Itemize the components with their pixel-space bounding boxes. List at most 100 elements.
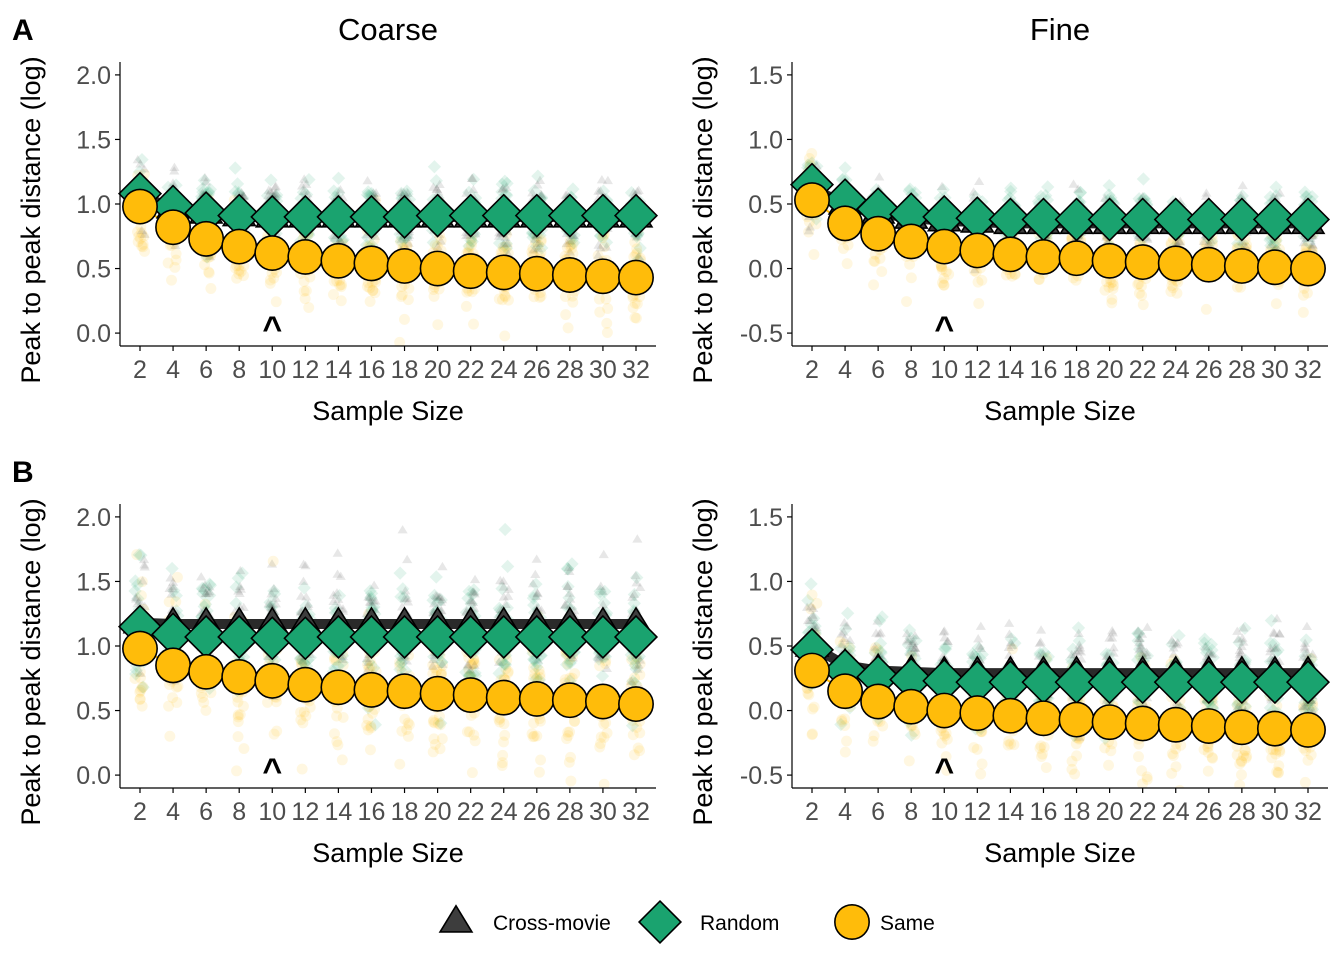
raw-point bbox=[1307, 239, 1318, 248]
raw-point bbox=[1004, 632, 1019, 646]
raw-point bbox=[393, 566, 407, 580]
raw-point bbox=[394, 758, 406, 770]
raw-point bbox=[363, 657, 374, 666]
raw-point bbox=[598, 584, 612, 599]
raw-point bbox=[1101, 276, 1113, 288]
raw-point bbox=[401, 239, 413, 251]
raw-point bbox=[595, 669, 610, 683]
raw-point bbox=[295, 591, 307, 600]
raw-point bbox=[129, 663, 144, 677]
raw-point bbox=[169, 178, 183, 192]
raw-point bbox=[399, 713, 411, 725]
raw-point bbox=[335, 295, 347, 307]
raw-point bbox=[1135, 280, 1147, 292]
x-tick-label: 18 bbox=[391, 356, 419, 384]
raw-point bbox=[268, 728, 280, 740]
raw-point bbox=[203, 267, 215, 279]
raw-point bbox=[873, 636, 888, 651]
raw-point bbox=[876, 266, 888, 278]
raw-point bbox=[905, 644, 919, 658]
raw-point bbox=[502, 238, 513, 247]
raw-point bbox=[366, 660, 378, 672]
raw-point bbox=[332, 588, 347, 603]
raw-point bbox=[398, 187, 410, 196]
raw-point bbox=[362, 655, 376, 669]
raw-point bbox=[1099, 742, 1111, 754]
raw-point bbox=[1236, 190, 1247, 200]
raw-point bbox=[1305, 749, 1317, 761]
raw-point bbox=[530, 656, 544, 671]
raw-point bbox=[806, 589, 818, 601]
raw-point bbox=[139, 560, 150, 569]
raw-point bbox=[234, 581, 246, 591]
mean-point bbox=[1190, 246, 1227, 283]
raw-point bbox=[498, 736, 510, 748]
raw-point bbox=[968, 742, 980, 754]
raw-point bbox=[943, 268, 955, 280]
raw-point bbox=[170, 596, 182, 608]
raw-point bbox=[565, 239, 577, 251]
raw-point bbox=[498, 582, 509, 591]
mean-point bbox=[320, 242, 357, 279]
raw-point bbox=[331, 171, 346, 185]
raw-point bbox=[171, 571, 183, 583]
raw-point bbox=[597, 596, 612, 610]
raw-point bbox=[363, 663, 375, 675]
raw-point bbox=[293, 652, 308, 666]
mean-point bbox=[250, 616, 295, 661]
raw-point bbox=[1038, 741, 1050, 753]
raw-point bbox=[1234, 758, 1246, 770]
raw-point bbox=[200, 177, 212, 186]
raw-point bbox=[1300, 189, 1314, 204]
raw-point bbox=[394, 590, 408, 604]
x-tick-label: 14 bbox=[996, 356, 1024, 384]
raw-point bbox=[497, 183, 509, 193]
raw-point bbox=[266, 189, 278, 198]
mean-point bbox=[1124, 244, 1161, 281]
raw-point bbox=[199, 580, 211, 589]
raw-point bbox=[568, 230, 579, 240]
mean-point bbox=[618, 686, 654, 723]
raw-point bbox=[364, 597, 375, 606]
mean-point bbox=[1252, 197, 1297, 242]
raw-point bbox=[395, 291, 407, 302]
raw-point bbox=[527, 588, 541, 603]
raw-point bbox=[329, 728, 340, 740]
y-tick-label: 1.0 bbox=[76, 191, 111, 219]
raw-point bbox=[976, 758, 988, 770]
raw-point bbox=[1132, 192, 1146, 206]
raw-point bbox=[598, 718, 610, 730]
raw-point bbox=[534, 672, 546, 684]
raw-point bbox=[1174, 236, 1185, 246]
mean-point bbox=[1285, 197, 1331, 242]
raw-point bbox=[874, 252, 886, 264]
mean-point bbox=[188, 220, 225, 257]
mean-point bbox=[415, 614, 460, 659]
raw-point bbox=[429, 598, 440, 608]
raw-point bbox=[369, 287, 381, 299]
raw-point bbox=[427, 650, 441, 664]
raw-point bbox=[502, 665, 514, 677]
raw-point bbox=[1073, 185, 1088, 199]
raw-point bbox=[466, 659, 478, 671]
raw-point bbox=[868, 730, 880, 742]
raw-point bbox=[1198, 744, 1210, 756]
raw-point bbox=[629, 236, 641, 248]
raw-point bbox=[170, 248, 182, 260]
raw-point bbox=[801, 158, 815, 172]
raw-point bbox=[569, 668, 581, 680]
raw-point bbox=[396, 289, 408, 301]
raw-point bbox=[563, 562, 574, 572]
raw-point bbox=[633, 241, 647, 255]
raw-point bbox=[939, 639, 953, 654]
raw-point bbox=[1266, 752, 1278, 764]
raw-point bbox=[134, 686, 146, 698]
raw-point bbox=[371, 188, 382, 197]
raw-point bbox=[370, 596, 381, 605]
x-tick-label: 32 bbox=[1294, 356, 1322, 384]
raw-point bbox=[596, 175, 607, 184]
raw-point bbox=[531, 672, 543, 684]
raw-point bbox=[468, 729, 480, 741]
raw-point bbox=[531, 591, 542, 601]
x-tick-label: 16 bbox=[358, 798, 386, 826]
